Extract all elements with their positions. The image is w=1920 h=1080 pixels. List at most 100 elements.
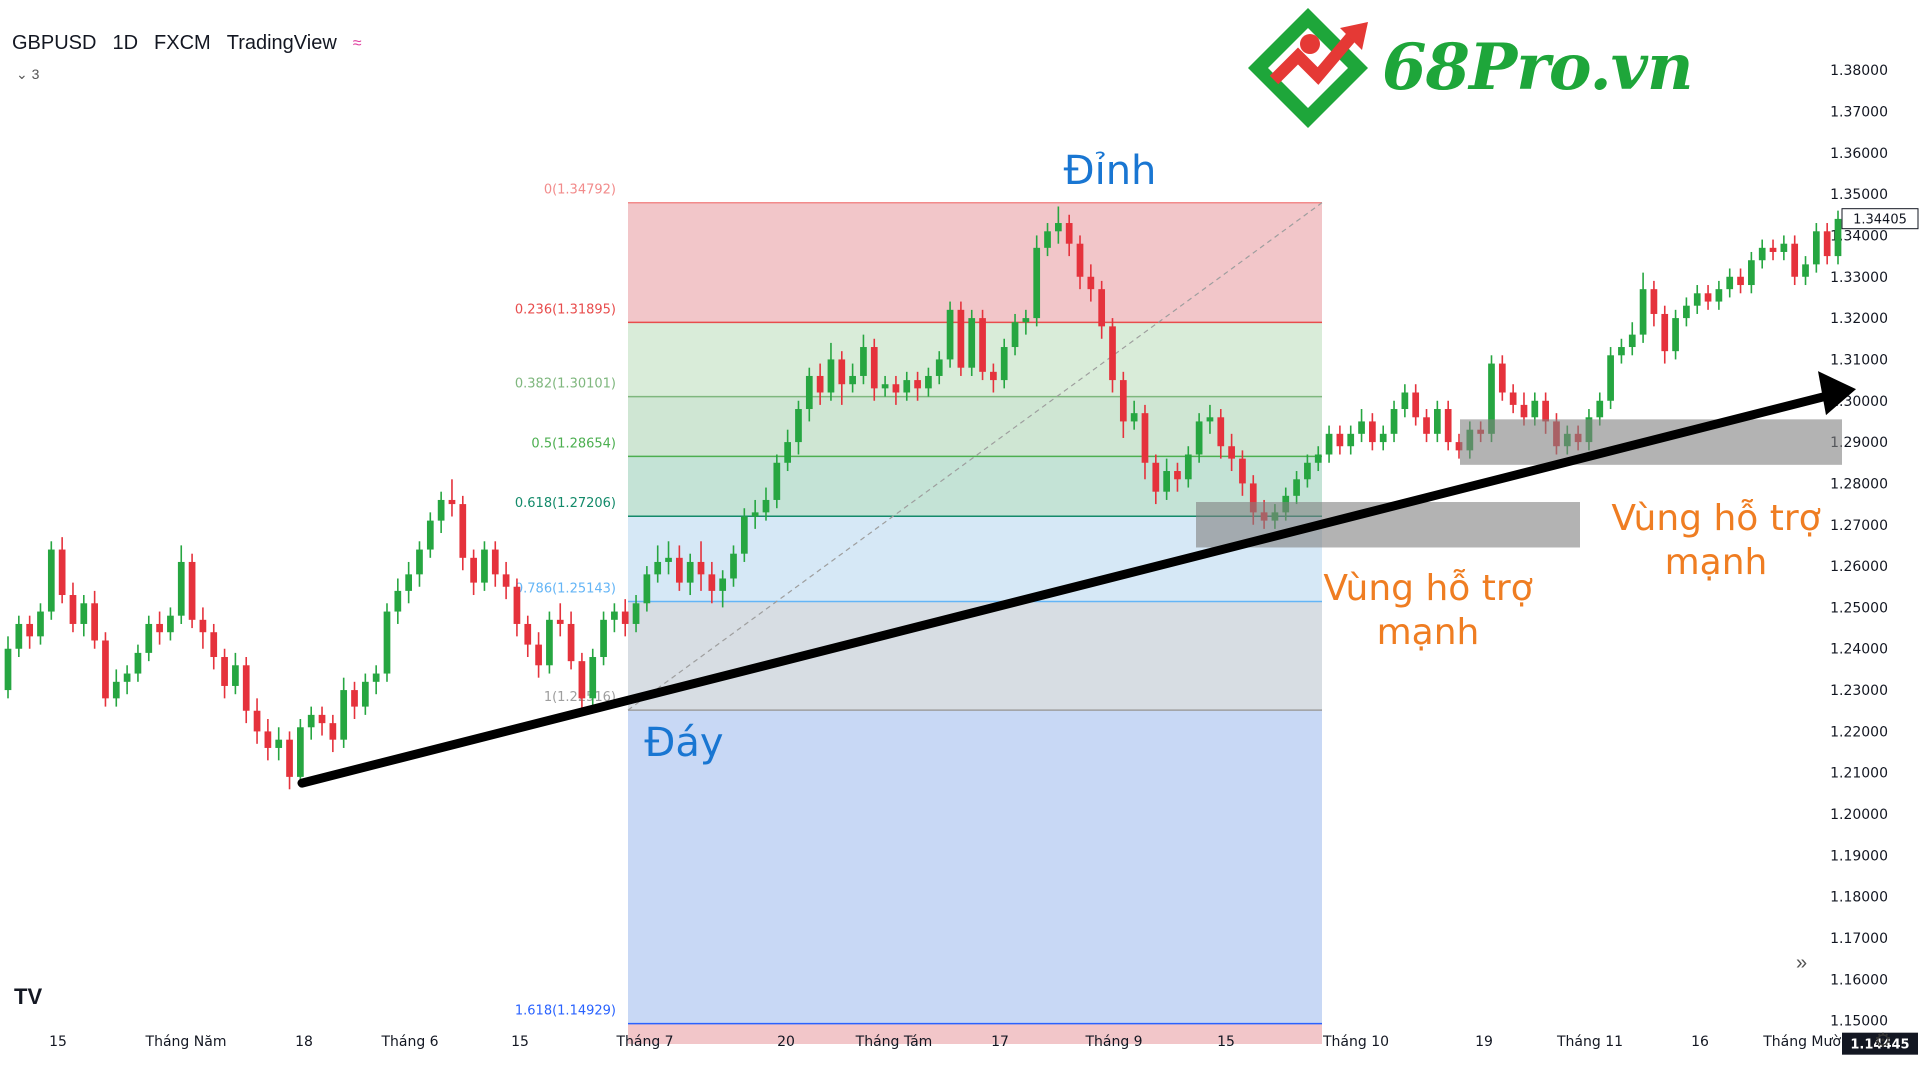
candle-body <box>914 380 921 389</box>
candle <box>1076 235 1084 290</box>
candle-body <box>1087 276 1095 290</box>
candle-body <box>1672 318 1679 352</box>
candle <box>134 644 142 682</box>
candle <box>199 607 207 649</box>
wave-icon[interactable]: ≈ <box>352 34 362 52</box>
candle <box>4 636 12 699</box>
candle <box>112 669 120 707</box>
candle <box>69 582 77 633</box>
broker-label: FXCM <box>154 32 211 54</box>
symbol-label[interactable]: GBPUSD <box>12 32 97 54</box>
price-tick-label: 1.26000 <box>1830 559 1888 575</box>
price-tick-label: 1.27000 <box>1830 518 1888 534</box>
candle-body <box>188 561 196 620</box>
candle <box>621 599 629 637</box>
candle-body <box>318 714 326 724</box>
candle-body <box>1347 433 1355 447</box>
price-tick-label: 1.15000 <box>1830 1014 1888 1030</box>
fib-level-label: 0(1.34792) <box>544 183 616 198</box>
candle-body <box>177 561 185 616</box>
candle <box>1683 297 1690 327</box>
candle <box>935 351 943 385</box>
candle-body <box>1044 231 1051 248</box>
candle-body <box>654 561 662 575</box>
candle-body <box>578 661 586 699</box>
candle-body <box>1033 247 1041 319</box>
candle-body <box>58 549 66 596</box>
candle-body <box>1498 363 1506 393</box>
logo-mark <box>1248 8 1368 128</box>
candle-body <box>990 371 997 381</box>
candle <box>1358 409 1365 443</box>
candle <box>1314 446 1322 472</box>
indicators-count: 3 <box>31 66 40 82</box>
candle <box>188 553 196 629</box>
candle-body <box>1379 433 1387 443</box>
candle <box>1119 371 1127 438</box>
candle-body <box>1520 404 1528 418</box>
candle-body <box>1336 433 1344 447</box>
price-axis: 1.38000 1.37000 1.36000 1.35000 1.34000 1.330… <box>49 63 1919 1055</box>
candle <box>232 652 239 695</box>
candle-body <box>946 309 954 360</box>
expand-icon[interactable]: » <box>1796 952 1808 974</box>
candle-body <box>708 574 716 591</box>
fib-band <box>628 202 1322 323</box>
candle <box>1639 272 1647 343</box>
candle <box>990 363 997 393</box>
candle <box>426 512 434 558</box>
candle <box>297 719 304 786</box>
candle <box>611 603 618 633</box>
candle <box>1607 347 1614 410</box>
candle-body <box>1758 247 1766 261</box>
candle-body <box>1206 417 1214 422</box>
candle-body <box>221 657 228 686</box>
candle <box>1726 268 1734 298</box>
candle-body <box>1607 355 1614 401</box>
time-tick-label: 17 <box>991 1034 1009 1050</box>
candle-body <box>1249 483 1257 513</box>
candle-body <box>968 318 976 368</box>
interval-label[interactable]: 1D <box>112 32 139 54</box>
candle <box>740 508 748 562</box>
candle-body <box>1076 243 1084 277</box>
top-annotation: Đỉnh <box>1064 148 1157 194</box>
candle-body <box>805 375 813 410</box>
candle <box>1184 446 1192 488</box>
candles <box>4 206 1842 790</box>
support-label-2: Vùng hỗ trợ mạnh <box>1611 498 1820 583</box>
candle <box>979 309 986 381</box>
candle-body <box>784 442 792 463</box>
candle <box>1152 454 1160 505</box>
gear-icon[interactable]: ⚙ <box>1874 1030 1892 1052</box>
candle <box>91 590 98 649</box>
candle-body <box>903 380 911 393</box>
candle <box>1304 454 1311 488</box>
candle <box>524 615 532 658</box>
tradingview-logo: TV <box>14 984 43 1009</box>
candle-body <box>232 665 239 686</box>
candle-body <box>199 619 207 633</box>
candle <box>1109 318 1116 393</box>
candle <box>340 677 348 748</box>
candle-body <box>676 557 683 583</box>
candle <box>805 367 813 422</box>
candle <box>1033 235 1041 327</box>
candle-body <box>416 549 423 575</box>
candle <box>351 681 358 720</box>
fib-level-label: 0.5(1.28654) <box>531 436 616 451</box>
candle-body <box>253 710 261 732</box>
candle <box>957 301 965 376</box>
candle <box>686 553 694 596</box>
candle-body <box>1769 247 1777 252</box>
price-tick-label: 1.20000 <box>1830 807 1888 823</box>
candle <box>1379 425 1387 451</box>
candle-body <box>1683 305 1690 319</box>
candle-body <box>1109 326 1116 381</box>
candle-body <box>1130 413 1138 422</box>
candle <box>1347 425 1355 455</box>
candle-body <box>26 623 34 637</box>
indicators-toggle[interactable]: ⌄ 3 <box>16 66 39 83</box>
candle <box>459 495 467 571</box>
